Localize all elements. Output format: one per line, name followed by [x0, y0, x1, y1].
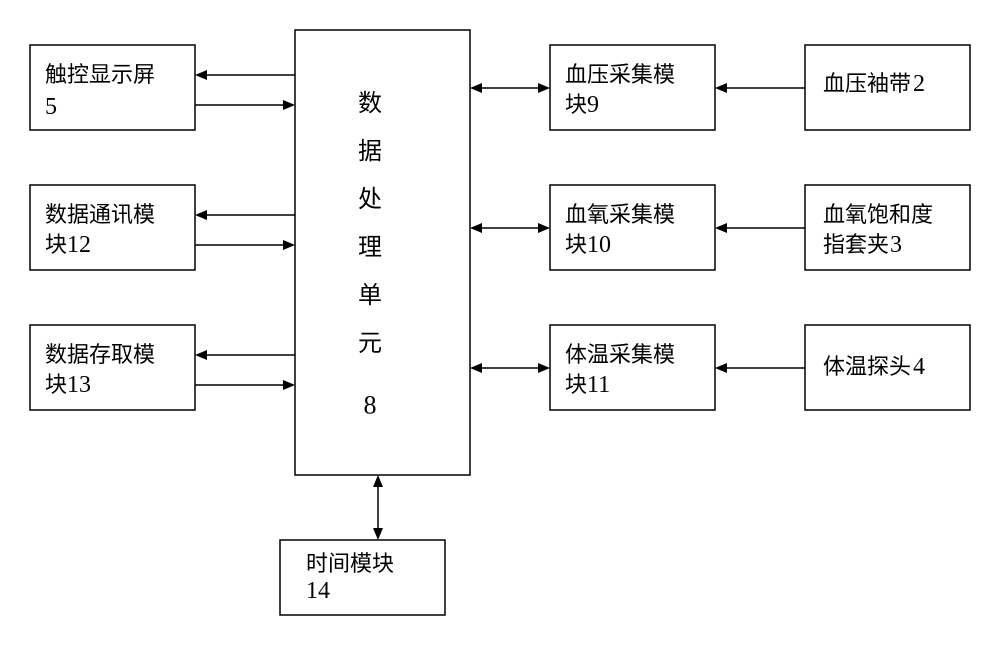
- center-char-3: 理: [358, 235, 382, 261]
- right2-box: [550, 185, 715, 270]
- far2-line2: 指套夹: [823, 232, 889, 257]
- arrowhead-left: [470, 83, 482, 93]
- left1-num: 5: [45, 94, 57, 120]
- left2-line2: 块: [45, 232, 67, 257]
- center-box: [295, 30, 470, 475]
- right3-line2: 块: [565, 372, 587, 397]
- far2-line1: 血氧饱和度: [823, 202, 933, 227]
- far1-line1: 血压袖带: [823, 71, 911, 96]
- left1-line1: 触控显示屏: [45, 62, 155, 87]
- right3-num: 11: [587, 372, 610, 398]
- arrowhead-left: [195, 70, 207, 80]
- center-char-2: 处: [358, 186, 382, 213]
- arrowhead-up: [373, 475, 383, 487]
- center-char-1: 据: [358, 138, 382, 165]
- far1-num: 2: [913, 71, 925, 97]
- arrowhead-right: [538, 363, 550, 373]
- right2-line2: 块: [565, 232, 587, 257]
- far3-num: 4: [913, 354, 925, 380]
- arrowhead-left: [195, 350, 207, 360]
- arrowhead-right: [283, 380, 295, 390]
- left2-box: [30, 185, 195, 270]
- center-char-4: 单: [358, 282, 382, 309]
- right3-box: [550, 325, 715, 410]
- bottom-line1: 时间模块: [306, 551, 394, 576]
- arrowhead-down: [373, 528, 383, 540]
- right1-line1: 血压采集模: [565, 62, 675, 87]
- left2-num: 12: [67, 232, 91, 258]
- center-char-5: 元: [358, 331, 382, 357]
- arrowhead-right: [283, 240, 295, 250]
- right1-line2: 块: [565, 92, 587, 117]
- left3-line2: 块: [45, 372, 67, 397]
- right2-line1: 血氧采集模: [565, 202, 675, 227]
- arrowhead-left: [715, 223, 727, 233]
- bottom-num: 14: [306, 578, 330, 604]
- arrowhead-left: [470, 223, 482, 233]
- arrowhead-left: [715, 83, 727, 93]
- center-num: 8: [364, 390, 377, 419]
- arrowhead-left: [470, 363, 482, 373]
- left3-num: 13: [67, 372, 91, 398]
- arrowhead-right: [538, 83, 550, 93]
- center-char-0: 数: [358, 90, 382, 117]
- arrowhead-right: [283, 100, 295, 110]
- arrowhead-right: [538, 223, 550, 233]
- far3-line1: 体温探头: [823, 354, 911, 379]
- left3-box: [30, 325, 195, 410]
- left3-line1: 数据存取模: [45, 342, 155, 367]
- right1-box: [550, 45, 715, 130]
- right3-line1: 体温采集模: [565, 342, 675, 367]
- left2-line1: 数据通讯模: [45, 202, 155, 227]
- arrowhead-left: [195, 210, 207, 220]
- arrowhead-left: [715, 363, 727, 373]
- far2-num: 3: [890, 232, 902, 258]
- right1-num: 9: [587, 92, 599, 118]
- far2-box: [805, 185, 970, 270]
- right2-num: 10: [587, 232, 611, 258]
